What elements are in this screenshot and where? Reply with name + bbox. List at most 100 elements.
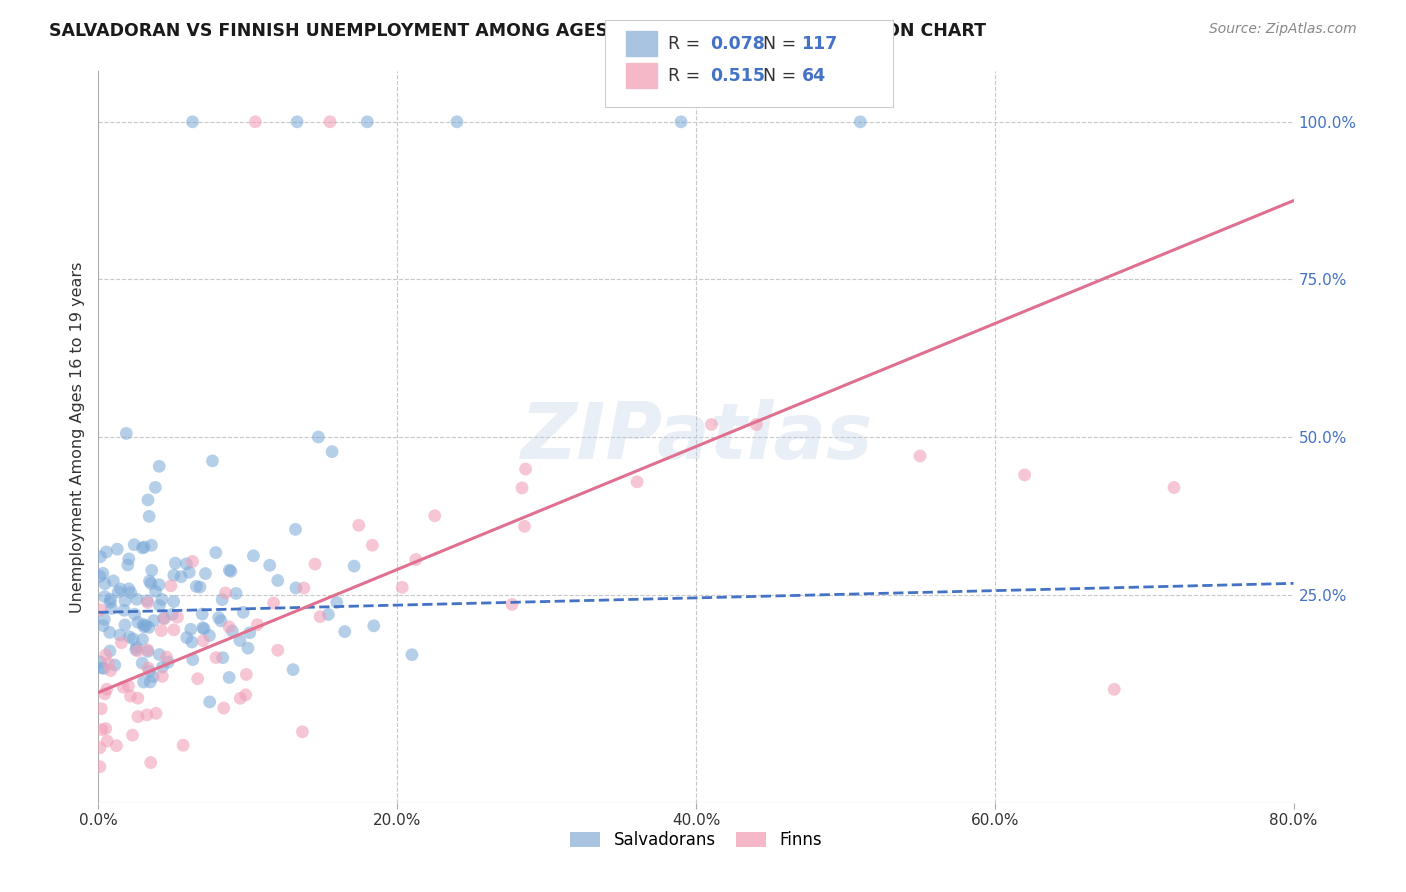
Point [89, 760, 111, 774]
Point [163, 594, 186, 608]
Point [239, 625, 262, 640]
Point [94, 687, 117, 701]
Point [136, 492, 159, 507]
Point [138, 664, 160, 678]
Point [181, 554, 204, 568]
Point [284, 581, 307, 595]
Point [138, 574, 160, 588]
Point [263, 596, 285, 610]
Point [124, 607, 146, 622]
Point [127, 691, 149, 706]
Point [347, 518, 370, 533]
Point [245, 115, 267, 129]
Point [172, 738, 194, 752]
Point [96, 682, 118, 697]
Point [100, 601, 122, 615]
Point [700, 417, 723, 432]
Point [333, 624, 356, 639]
Point [193, 622, 215, 636]
Point [118, 630, 141, 644]
Point [115, 426, 138, 441]
Point [1104, 682, 1126, 697]
Point [132, 675, 155, 690]
Point [143, 480, 166, 494]
Point [229, 691, 252, 706]
Point [122, 538, 145, 552]
Point [163, 623, 186, 637]
Point [93, 590, 115, 604]
Text: Source: ZipAtlas.com: Source: ZipAtlas.com [1209, 22, 1357, 37]
Point [108, 628, 131, 642]
Point [148, 459, 170, 474]
Point [219, 564, 242, 578]
Point [218, 563, 240, 577]
Point [908, 449, 931, 463]
Point [117, 679, 139, 693]
Point [513, 519, 536, 533]
Point [127, 709, 149, 723]
Text: N =: N = [752, 67, 801, 85]
Point [94, 722, 117, 736]
Point [118, 582, 141, 596]
Point [122, 632, 145, 646]
Point [121, 728, 143, 742]
Point [157, 655, 180, 669]
Point [127, 615, 149, 630]
Point [105, 739, 128, 753]
Text: R =: R = [668, 35, 706, 53]
Point [208, 610, 231, 624]
Point [131, 632, 153, 647]
Point [292, 581, 315, 595]
Point [281, 663, 304, 677]
Point [114, 593, 136, 607]
Point [166, 610, 188, 624]
Point [356, 115, 378, 129]
Point [186, 579, 208, 593]
Point [125, 643, 148, 657]
Point [180, 635, 202, 649]
Point [90, 661, 112, 675]
Point [135, 707, 157, 722]
Point [132, 620, 155, 634]
Point [259, 558, 281, 573]
Point [191, 607, 214, 621]
Point [423, 508, 446, 523]
Point [100, 592, 122, 607]
Point [267, 574, 290, 588]
Point [321, 444, 343, 458]
Point [181, 115, 204, 129]
Point [284, 523, 307, 537]
Point [150, 592, 173, 607]
Point [120, 585, 142, 599]
Point [125, 592, 148, 607]
Point [211, 592, 233, 607]
Point [326, 596, 349, 610]
Point [94, 648, 117, 662]
Point [148, 648, 170, 662]
Point [139, 576, 162, 591]
Point [205, 650, 228, 665]
Point [211, 650, 233, 665]
Point [849, 115, 872, 129]
Point [136, 593, 159, 607]
Point [221, 624, 243, 638]
Point [291, 724, 314, 739]
Point [626, 475, 648, 489]
Point [165, 556, 187, 570]
Point [105, 542, 128, 557]
Text: 0.515: 0.515 [710, 67, 765, 85]
Point [236, 641, 259, 656]
Point [152, 611, 174, 625]
Point [446, 115, 468, 129]
Text: N =: N = [752, 35, 801, 53]
Point [155, 650, 177, 665]
Point [148, 578, 170, 592]
Point [139, 756, 162, 770]
Point [187, 672, 209, 686]
Point [96, 545, 118, 559]
Point [96, 734, 118, 748]
Point [745, 417, 768, 432]
Point [142, 614, 165, 628]
Point [131, 656, 153, 670]
Point [148, 599, 170, 613]
